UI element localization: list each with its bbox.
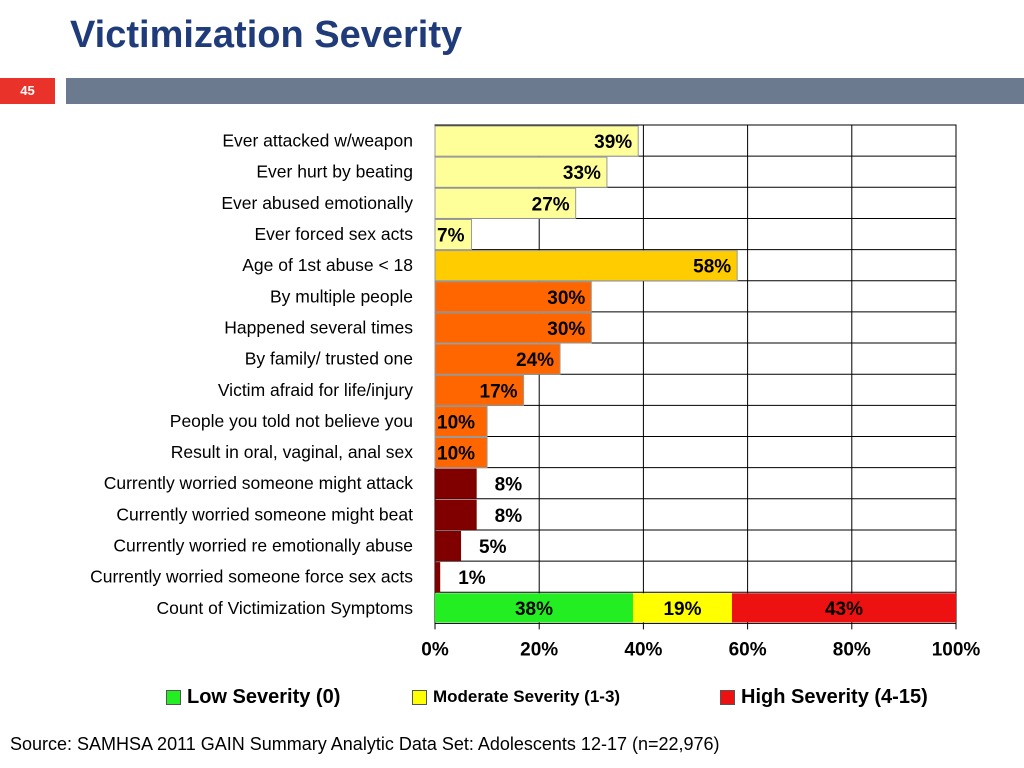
category-label: Ever forced sex acts [254, 224, 413, 244]
source-note: Source: SAMHSA 2011 GAIN Summary Analyti… [10, 734, 720, 754]
data-label: 33% [563, 163, 601, 184]
category-label: Count of Victimization Symptoms [157, 598, 414, 618]
x-tick-label: 100% [932, 639, 981, 660]
legend-label-low: Low Severity (0) [187, 685, 341, 708]
data-label: 58% [693, 257, 731, 278]
category-label: Currently worried someone might beat [116, 504, 413, 524]
category-label: Currently worried re emotionally abuse [113, 536, 413, 556]
legend-item-moderate: Moderate Severity (1-3) [412, 684, 620, 710]
slide-title: Victimization Severity [70, 14, 463, 56]
data-label: 1% [458, 568, 486, 589]
data-label: 8% [495, 506, 523, 527]
category-label: By family/ trusted one [245, 349, 413, 369]
category-label: By multiple people [270, 286, 413, 306]
category-label: Currently worried someone force sex acts [90, 567, 413, 587]
category-label: Ever abused emotionally [221, 193, 413, 213]
category-label: Currently worried someone might attack [104, 473, 414, 493]
bar [434, 437, 488, 469]
bar [434, 405, 488, 438]
slide-number-badge: 45 [0, 78, 60, 104]
category-label: Ever hurt by beating [256, 162, 413, 182]
x-tick-label: 40% [624, 639, 662, 660]
bar [434, 312, 592, 344]
x-tick-label: 60% [729, 639, 767, 660]
data-label: 17% [480, 381, 518, 402]
legend-swatch-moderate [412, 689, 427, 705]
bar [434, 281, 592, 313]
data-label: 27% [532, 194, 570, 215]
legend-label-moderate: Moderate Severity (1-3) [433, 687, 621, 706]
bar [434, 156, 608, 188]
title-band [66, 78, 1024, 104]
legend-swatch-high [720, 689, 735, 705]
category-label: People you told not believe you [170, 411, 413, 431]
stacked-segment-label: 19% [663, 599, 701, 620]
x-tick-label: 20% [520, 639, 558, 660]
bar [435, 530, 462, 562]
data-label: 30% [547, 319, 585, 340]
bar [435, 499, 477, 530]
bar [434, 187, 577, 219]
category-label: Victim afraid for life/injury [218, 380, 413, 400]
bar [435, 468, 477, 499]
category-label: Happened several times [224, 317, 413, 337]
data-label: 30% [547, 288, 585, 309]
bar [434, 250, 738, 282]
legend-item-low: Low Severity (0) [166, 684, 340, 710]
legend-item-high: High Severity (4-15) [720, 684, 928, 710]
stacked-segment [731, 593, 956, 623]
data-label: 39% [594, 132, 632, 153]
x-tick-label: 80% [833, 639, 871, 660]
x-tick-label: 0% [421, 639, 449, 660]
data-label: 10% [437, 412, 475, 433]
data-label: 10% [437, 444, 475, 465]
bar [434, 374, 525, 406]
slide-number: 45 [20, 83, 35, 98]
data-label: 8% [495, 475, 523, 496]
data-label: 24% [516, 350, 554, 371]
bar [434, 343, 561, 375]
stacked-segment [632, 593, 732, 623]
data-label: 7% [437, 226, 465, 247]
category-label: Age of 1st abuse < 18 [242, 255, 413, 275]
bar [435, 562, 441, 593]
bar-chart: 0% 20% 40% 60% 80% 100% Ever attacked w/weapon… [90, 124, 981, 660]
bar [434, 218, 472, 251]
data-label: 5% [479, 537, 507, 558]
bar [434, 125, 639, 157]
category-label: Result in oral, vaginal, anal sex [171, 442, 413, 462]
legend-label-high: High Severity (4-15) [741, 685, 928, 708]
stacked-segment [435, 593, 633, 623]
stacked-segment-label: 43% [825, 599, 863, 620]
stacked-segment-label: 38% [515, 599, 553, 620]
legend-swatch-low [166, 689, 181, 705]
category-label: Ever attacked w/weapon [222, 131, 413, 151]
